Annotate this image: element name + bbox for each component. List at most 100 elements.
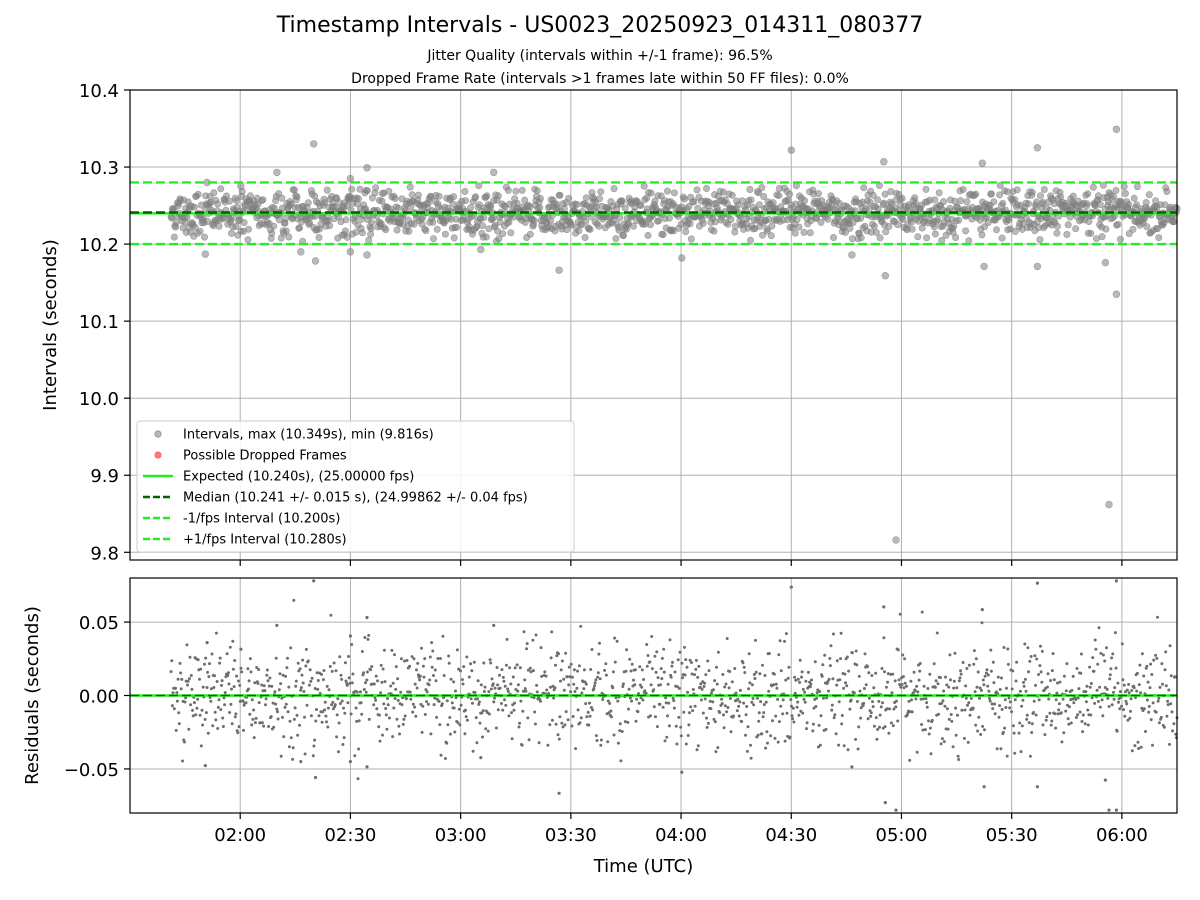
residual-point <box>649 683 653 687</box>
residual-point <box>1118 690 1122 694</box>
residual-point <box>365 670 369 674</box>
residual-point <box>928 726 932 730</box>
residual-point <box>609 709 613 713</box>
residual-point <box>903 657 907 661</box>
interval-point <box>685 203 693 211</box>
residual-point <box>467 675 471 679</box>
residual-point <box>854 649 858 653</box>
residual-point <box>370 665 374 668</box>
residual-point <box>837 700 841 704</box>
residual-point <box>905 684 908 688</box>
residual-point <box>1122 708 1125 712</box>
interval-point <box>304 199 312 207</box>
residual-point <box>1139 745 1143 749</box>
residual-point <box>640 668 644 672</box>
residual-point <box>1060 740 1064 744</box>
residual-point <box>839 657 842 661</box>
residual-point <box>976 729 980 733</box>
residual-point <box>1098 705 1102 709</box>
residual-point <box>461 682 465 686</box>
residual-point <box>1165 714 1169 718</box>
interval-point <box>992 226 1000 234</box>
residual-point <box>775 686 779 690</box>
top-ylabel: Intervals (seconds) <box>40 239 61 411</box>
residual-point <box>1114 666 1118 670</box>
residual-point <box>655 725 659 729</box>
residual-point <box>1023 677 1027 681</box>
residual-point <box>402 717 406 721</box>
interval-point <box>495 235 503 243</box>
interval-point <box>321 199 329 207</box>
residual-point <box>919 697 923 701</box>
interval-point <box>814 190 822 198</box>
interval-point <box>1087 229 1095 237</box>
residual-point <box>815 696 819 700</box>
residual-point <box>528 666 532 670</box>
residual-point <box>218 656 222 660</box>
residual-point <box>829 644 833 648</box>
residual-point <box>1154 653 1158 657</box>
residual-point <box>740 720 744 723</box>
residual-point <box>707 669 711 673</box>
residual-point <box>845 684 849 688</box>
interval-point <box>996 181 1004 189</box>
residual-point <box>345 683 349 687</box>
residual-point <box>549 685 552 689</box>
residual-point <box>403 714 407 718</box>
residual-point <box>663 739 667 743</box>
residual-point <box>718 711 722 714</box>
residual-point <box>729 730 733 734</box>
residual-point <box>848 707 852 711</box>
residual-point <box>1026 646 1030 650</box>
residual-point <box>268 676 272 680</box>
residual-point <box>409 697 413 701</box>
residual-point <box>823 653 827 657</box>
interval-point <box>846 224 854 232</box>
residual-point <box>430 665 434 669</box>
residual-point <box>234 712 238 716</box>
interval-point <box>876 234 884 242</box>
residual-point <box>509 682 513 686</box>
residual-point <box>448 716 452 719</box>
residual-point <box>688 711 691 715</box>
interval-point <box>526 203 534 211</box>
residual-point <box>344 679 348 683</box>
residual-point <box>696 675 700 679</box>
residual-point <box>767 652 771 655</box>
residual-point <box>1008 706 1012 710</box>
residual-point <box>498 686 502 690</box>
residual-point <box>267 725 271 728</box>
residual-point <box>847 669 851 673</box>
interval-point <box>494 192 502 200</box>
residual-point <box>804 679 808 683</box>
residual-point <box>684 658 688 662</box>
residual-point <box>326 706 330 710</box>
residual-point <box>170 659 174 663</box>
residual-point <box>869 711 873 715</box>
residual-point <box>1125 688 1129 692</box>
residual-point <box>628 696 632 700</box>
residual-point <box>423 713 427 716</box>
residual-point <box>235 674 239 678</box>
interval-outlier-19 <box>892 536 900 544</box>
residual-point <box>241 699 245 703</box>
residual-point <box>991 707 995 711</box>
residual-point <box>779 669 783 673</box>
residual-point <box>1047 697 1051 701</box>
residual-point <box>715 665 718 669</box>
residual-point <box>412 657 416 661</box>
residual-point <box>987 689 991 693</box>
residual-point <box>1111 652 1115 656</box>
residual-point <box>271 701 275 705</box>
residual-point <box>175 699 179 703</box>
residual-point <box>550 630 554 634</box>
interval-point <box>414 191 422 199</box>
interval-outlier-3 <box>273 168 281 177</box>
residual-point <box>750 683 754 687</box>
residual-point <box>572 668 576 672</box>
residual-point <box>1091 656 1095 660</box>
residual-point <box>892 707 896 711</box>
residual-point <box>1044 718 1048 722</box>
